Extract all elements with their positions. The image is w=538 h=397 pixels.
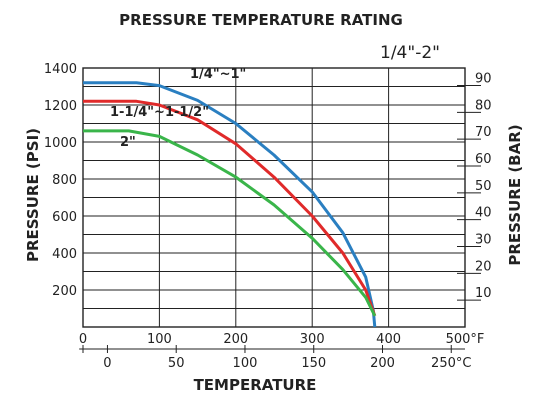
y-right-tick-label: 30: [475, 233, 492, 248]
series-line-0: [83, 81, 377, 328]
chart-series-group: [83, 81, 377, 328]
y-tick-label: 1400: [44, 62, 77, 77]
chart-title: PRESSURE TEMPERATURE RATING: [119, 11, 403, 29]
y-tick-label: 800: [52, 173, 77, 188]
x-tick-label-f: 300: [300, 332, 325, 347]
x-tick-label-c: 150: [301, 356, 326, 371]
series-label-0: 1/4"~1": [190, 67, 246, 82]
chart-subtitle: 1/4"-2": [380, 43, 440, 63]
x-axis-label: TEMPERATURE: [194, 376, 317, 394]
y-right-tick-label: 50: [475, 179, 492, 194]
y-right-tick-label: 70: [475, 125, 492, 140]
y-tick-label: 1000: [44, 136, 77, 151]
series-line-1: [83, 99, 377, 317]
y-axis-label-left: PRESSURE (PSI): [24, 128, 42, 262]
x-tick-label-f: 200: [223, 332, 248, 347]
y-right-tick-label: 10: [475, 286, 492, 301]
y-axis-label-right: PRESSURE (BAR): [506, 124, 524, 265]
series-label-1: 1-1/4"~1-1/2": [110, 105, 209, 120]
y-tick-label: 200: [52, 284, 77, 299]
x-tick-label-f: 400: [376, 332, 401, 347]
x-tick-label-f: 100: [147, 332, 172, 347]
y-tick-label: 400: [52, 247, 77, 262]
x-tick-label-c: 0: [103, 356, 111, 371]
series-line-2: [83, 129, 377, 317]
chart-grid: [82, 67, 466, 328]
y-right-tick-label: 60: [475, 152, 492, 167]
y-tick-label: 600: [52, 210, 77, 225]
y-right-tick-label: 40: [475, 206, 492, 221]
y-right-tick-label: 80: [475, 98, 492, 113]
series-label-2: 2": [120, 135, 136, 150]
y-tick-label: 1200: [44, 99, 77, 114]
x-tick-label-c: 50: [168, 356, 185, 371]
x-tick-label-c: 250°C: [431, 356, 471, 371]
chart-ticks: 1400120010008006004002009080706050403020…: [44, 62, 492, 371]
x-tick-label-f: 0: [79, 332, 87, 347]
x-tick-label-f: 500°F: [446, 332, 485, 347]
x-tick-label-c: 200: [370, 356, 395, 371]
y-right-tick-label: 90: [475, 72, 492, 87]
chart-series-labels: 1/4"~1" 1-1/4"~1-1/2" 2": [110, 67, 246, 150]
y-right-tick-label: 20: [475, 259, 492, 274]
x-tick-label-c: 100: [233, 356, 258, 371]
